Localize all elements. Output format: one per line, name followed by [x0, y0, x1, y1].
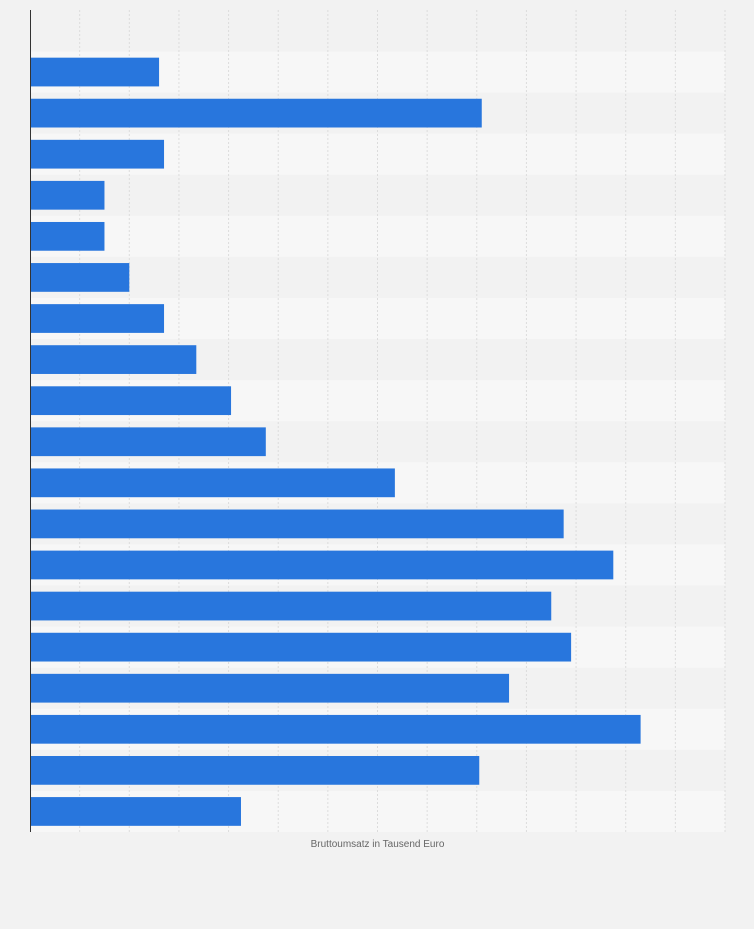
bar	[30, 427, 266, 457]
bar	[30, 139, 165, 169]
x-axis-title: Bruttoumsatz in Tausend Euro	[310, 839, 445, 850]
bar	[30, 180, 105, 210]
bar	[30, 756, 480, 785]
bar	[30, 98, 482, 128]
bar	[30, 797, 241, 826]
bar	[30, 304, 165, 333]
bar	[30, 263, 130, 292]
bar	[30, 345, 197, 374]
bar	[30, 386, 232, 416]
bar	[30, 468, 395, 498]
bar	[30, 673, 510, 703]
bar	[30, 632, 572, 662]
bar	[30, 714, 641, 744]
bar	[30, 221, 105, 251]
bar	[30, 591, 552, 621]
bar	[30, 550, 614, 580]
bar	[30, 57, 160, 87]
bar	[30, 509, 564, 539]
